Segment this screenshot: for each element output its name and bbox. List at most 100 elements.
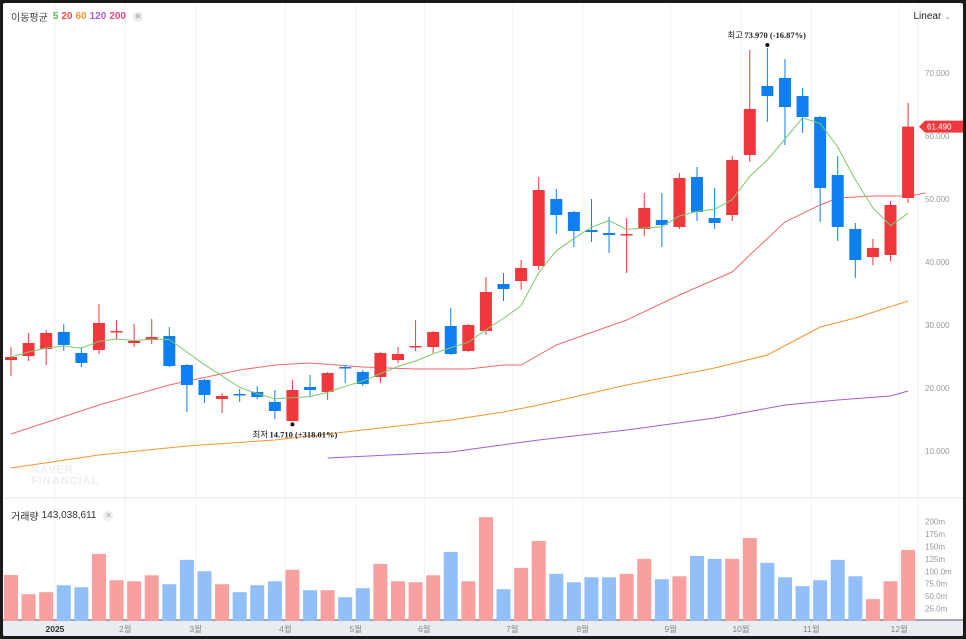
- x-tick-label: 2월: [119, 624, 132, 634]
- x-tick-label: 6월: [418, 624, 431, 634]
- volume-bar: [250, 585, 265, 621]
- volume-bar: [320, 590, 335, 621]
- candle-body: [515, 267, 528, 282]
- candle-body: [145, 336, 158, 340]
- extreme-value: 14.710 (+318.01%): [269, 429, 337, 439]
- volume-bar: [21, 594, 36, 621]
- volume-bar: [795, 586, 810, 621]
- candle-body: [180, 365, 193, 385]
- candle-body: [761, 85, 774, 96]
- ma5-label[interactable]: 5: [52, 11, 59, 22]
- ma20-label[interactable]: 20: [61, 11, 73, 22]
- ma20-line: [10, 192, 926, 435]
- x-tick-label: 4월: [279, 624, 292, 634]
- volume-bar: [830, 559, 845, 621]
- volume-tick-label: 50.0m: [925, 592, 948, 601]
- volume-bar: [355, 588, 370, 621]
- volume-bar: [338, 597, 353, 621]
- candle-body: [22, 343, 35, 356]
- volume-bar: [443, 551, 458, 621]
- volume-bar: [848, 576, 863, 621]
- x-tick-label: 7월: [506, 624, 519, 634]
- candle-body: [550, 199, 563, 216]
- candle-body: [497, 283, 510, 290]
- volume-tick-label: 150m: [925, 542, 945, 551]
- volume-bar: [390, 581, 405, 621]
- candle-body: [339, 367, 352, 369]
- extreme-marker: [765, 42, 770, 47]
- candle-body: [286, 390, 299, 422]
- volume-bar: [865, 599, 880, 621]
- volume-bar: [232, 592, 247, 621]
- candle-body: [128, 341, 141, 344]
- volume-bar: [478, 517, 493, 621]
- volume-bar: [197, 571, 212, 621]
- candle-body: [444, 326, 457, 354]
- volume-bar: [619, 573, 634, 621]
- volume-bar: [742, 538, 757, 621]
- ma-legend-label: 이동평균: [11, 13, 48, 24]
- volume-bar: [461, 581, 476, 621]
- candle-body: [726, 160, 739, 216]
- volume-tick-label: 175m: [925, 530, 945, 539]
- candle-body: [268, 401, 281, 411]
- close-icon[interactable]: ✕: [133, 11, 143, 22]
- volume-tick-label: 100.0m: [925, 567, 952, 576]
- volume-bar: [584, 577, 599, 621]
- volume-bar: [725, 558, 740, 621]
- candle-body: [374, 352, 387, 377]
- volume-bar: [303, 590, 318, 621]
- y-tick-label: 30.000: [925, 321, 950, 330]
- ma5-line: [10, 117, 909, 400]
- ma120-line: [327, 390, 909, 459]
- extreme-marker: [290, 422, 295, 427]
- stock-chart: 10.000 20.000 30.000 40.000 50.000 60.000 70.0…: [3, 3, 963, 636]
- candle-body: [75, 352, 88, 363]
- candle-body: [163, 336, 176, 367]
- close-icon[interactable]: ✕: [103, 510, 114, 521]
- volume-bar: [672, 576, 687, 621]
- candle-body: [796, 95, 809, 117]
- volume-bar: [514, 567, 529, 621]
- candle-body: [216, 396, 229, 400]
- chart-canvas[interactable]: 10.000 20.000 30.000 40.000 50.000 60.000 70.0…: [3, 3, 963, 636]
- chevron-down-icon: ⌄: [944, 12, 951, 21]
- candle-body: [567, 211, 580, 232]
- ma120-label[interactable]: 120: [89, 11, 107, 22]
- x-tick-label: 2025: [46, 624, 65, 634]
- x-tick-label: 3월: [189, 624, 202, 634]
- candle-body: [391, 353, 404, 361]
- y-tick-label: 10.000: [925, 447, 950, 456]
- candle-body: [884, 204, 897, 256]
- scale-type-dropdown[interactable]: Linear ⌄: [913, 11, 951, 22]
- volume-bar: [267, 581, 282, 621]
- volume-bar: [39, 592, 54, 621]
- ma200-label[interactable]: 200: [109, 11, 126, 22]
- volume-value: 143,038,611: [41, 510, 97, 521]
- ma60-line: [10, 300, 909, 469]
- x-tick-label: 11월: [803, 624, 820, 634]
- candle-body: [198, 379, 211, 395]
- scale-type-label: Linear: [913, 11, 942, 22]
- x-axis-bar: [3, 620, 963, 636]
- candle-body: [743, 108, 756, 156]
- ma60-label[interactable]: 60: [75, 11, 87, 22]
- y-tick-label: 40.000: [925, 258, 950, 267]
- candle-body: [655, 219, 668, 226]
- volume-bar: [74, 587, 89, 621]
- volume-label: 거래량: [11, 512, 39, 523]
- candle-body: [479, 291, 492, 331]
- volume-bar: [373, 563, 388, 621]
- candle-body: [638, 208, 651, 229]
- volume-bar: [56, 585, 71, 621]
- candle-body: [304, 386, 317, 391]
- volume-bar: [760, 562, 775, 621]
- candle-body: [673, 178, 686, 227]
- volume-bar: [144, 575, 159, 621]
- naver-financial-watermark: NAVER FINANCIAL: [31, 464, 100, 487]
- candle-body: [92, 322, 105, 351]
- moving-average-legend: 이동평균 5 20 60 120 200 ✕: [11, 9, 143, 24]
- y-tick-label: 60.000: [925, 132, 950, 141]
- candle-body: [603, 233, 616, 235]
- candle-body: [849, 228, 862, 260]
